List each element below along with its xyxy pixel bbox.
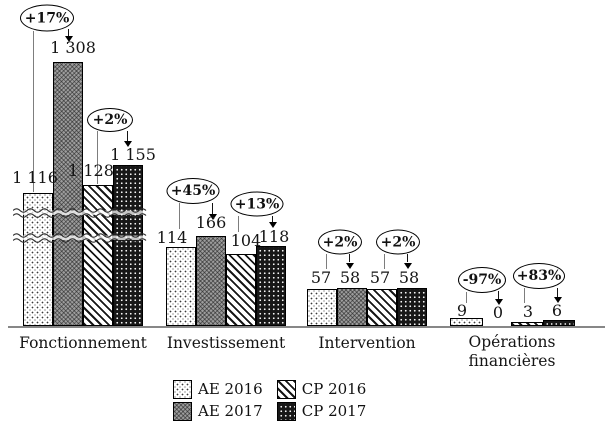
bar-value-label: 57 xyxy=(310,268,332,287)
bar-cp2017-fonctionnement xyxy=(113,165,143,326)
bar-cp2016-operations xyxy=(511,322,543,326)
annotation-connector-line xyxy=(238,216,240,232)
legend-item-cp-2016: CP 2016 xyxy=(276,380,367,399)
annotation-arrowhead-icon xyxy=(554,296,562,303)
annotation-arrow xyxy=(407,254,409,262)
bar-ae2017-investissement xyxy=(196,236,226,326)
bar-cp2017-intervention xyxy=(397,288,427,326)
legend-label: AE 2017 xyxy=(198,402,263,420)
annotation-connector-line xyxy=(179,203,181,229)
legend-label: AE 2016 xyxy=(198,380,263,398)
bar-ae2016-fonctionnement xyxy=(23,193,53,326)
annotation-arrow xyxy=(349,254,351,262)
annotation-arrow xyxy=(498,291,500,299)
annotation-ellipse: +17% xyxy=(20,4,74,32)
annotation-connector-line xyxy=(97,131,99,184)
annotation-arrowhead-icon xyxy=(495,298,503,305)
bar-ae2016-operations xyxy=(450,318,483,326)
legend-item-ae-2017: AE 2017 xyxy=(173,402,263,421)
bar-value-label: 58 xyxy=(339,268,361,287)
bar-value-label: 1 128 xyxy=(68,161,114,180)
bar-value-label: 166 xyxy=(195,213,227,232)
legend-item-cp-2017: CP 2017 xyxy=(276,402,367,421)
bar-value-label: 3 xyxy=(522,302,534,321)
annotation-ellipse: +83% xyxy=(513,263,565,289)
annotation-ellipse: +45% xyxy=(166,178,220,204)
legend-item-ae-2016: AE 2016 xyxy=(173,380,263,399)
bar-cp2016-investissement xyxy=(226,254,256,326)
bar-cp2016-fonctionnement xyxy=(83,185,113,326)
axis-break-wave-bottom xyxy=(13,233,153,243)
annotation-arrow xyxy=(127,131,129,141)
legend: AE 2016 CP 2016 AE 2017 CP 2017 xyxy=(173,380,366,421)
annotation-arrowhead-icon xyxy=(124,140,132,147)
bar-ae2016-investissement xyxy=(166,247,196,326)
bar-value-label: 0 xyxy=(492,303,504,322)
legend-swatch-ae-2017 xyxy=(173,402,192,421)
category-label-intervention: Intervention xyxy=(318,334,416,352)
legend-swatch-cp-2017 xyxy=(276,402,296,421)
axis-break-wave-top xyxy=(13,208,153,218)
legend-label: CP 2016 xyxy=(301,380,367,398)
annotation-arrow xyxy=(557,288,559,297)
category-label-investissement: Investissement xyxy=(166,334,286,352)
bar-value-label: 6 xyxy=(551,301,563,320)
annotation-arrowhead-icon xyxy=(209,213,217,220)
bar-ae2016-intervention xyxy=(307,289,337,326)
annotation-ellipse: +2% xyxy=(87,108,133,132)
annotation-ellipse: +13% xyxy=(230,191,284,217)
annotation-arrowhead-icon xyxy=(269,221,277,228)
bar-ae2017-intervention xyxy=(337,288,367,326)
annotation-ellipse: -97% xyxy=(458,267,506,293)
annotation-arrowhead-icon xyxy=(404,262,412,269)
category-label-fonctionnement: Fonctionnement xyxy=(19,334,147,352)
bar-value-label: 1 116 xyxy=(12,168,58,187)
legend-swatch-cp-2016 xyxy=(276,380,296,399)
annotation-arrow xyxy=(272,216,274,222)
category-label-operations-financieres: Opérations financières xyxy=(468,333,556,370)
annotation-arrowhead-icon xyxy=(346,262,354,269)
bar-ae2017-fonctionnement xyxy=(53,62,83,326)
bar-value-label: 57 xyxy=(369,268,391,287)
bar-cp2017-investissement xyxy=(256,246,286,326)
bar-value-label: 104 xyxy=(230,231,262,250)
bar-value-label: 58 xyxy=(398,268,420,287)
annotation-connector-line xyxy=(33,31,35,192)
annotation-arrowhead-icon xyxy=(65,35,73,42)
bar-value-label: 114 xyxy=(156,228,188,247)
bar-cp2017-operations xyxy=(543,320,575,326)
bar-value-label: 9 xyxy=(456,301,468,320)
annotation-ellipse: +2% xyxy=(376,229,420,255)
annotation-connector-line xyxy=(384,254,386,269)
annotation-connector-line xyxy=(524,288,526,303)
bar-cp2016-intervention xyxy=(367,289,397,326)
annotation-arrow xyxy=(68,29,70,36)
annotation-ellipse: +2% xyxy=(318,229,362,255)
legend-swatch-ae-2016 xyxy=(173,380,192,399)
x-axis-line xyxy=(8,326,605,328)
annotation-connector-line xyxy=(326,254,328,269)
legend-label: CP 2017 xyxy=(301,402,367,420)
annotation-arrow xyxy=(212,203,214,214)
bar-value-label: 118 xyxy=(258,227,290,246)
bar-value-label: 1 308 xyxy=(50,38,96,57)
annotation-connector-line xyxy=(466,292,468,303)
bar-value-label: 1 155 xyxy=(110,145,156,164)
